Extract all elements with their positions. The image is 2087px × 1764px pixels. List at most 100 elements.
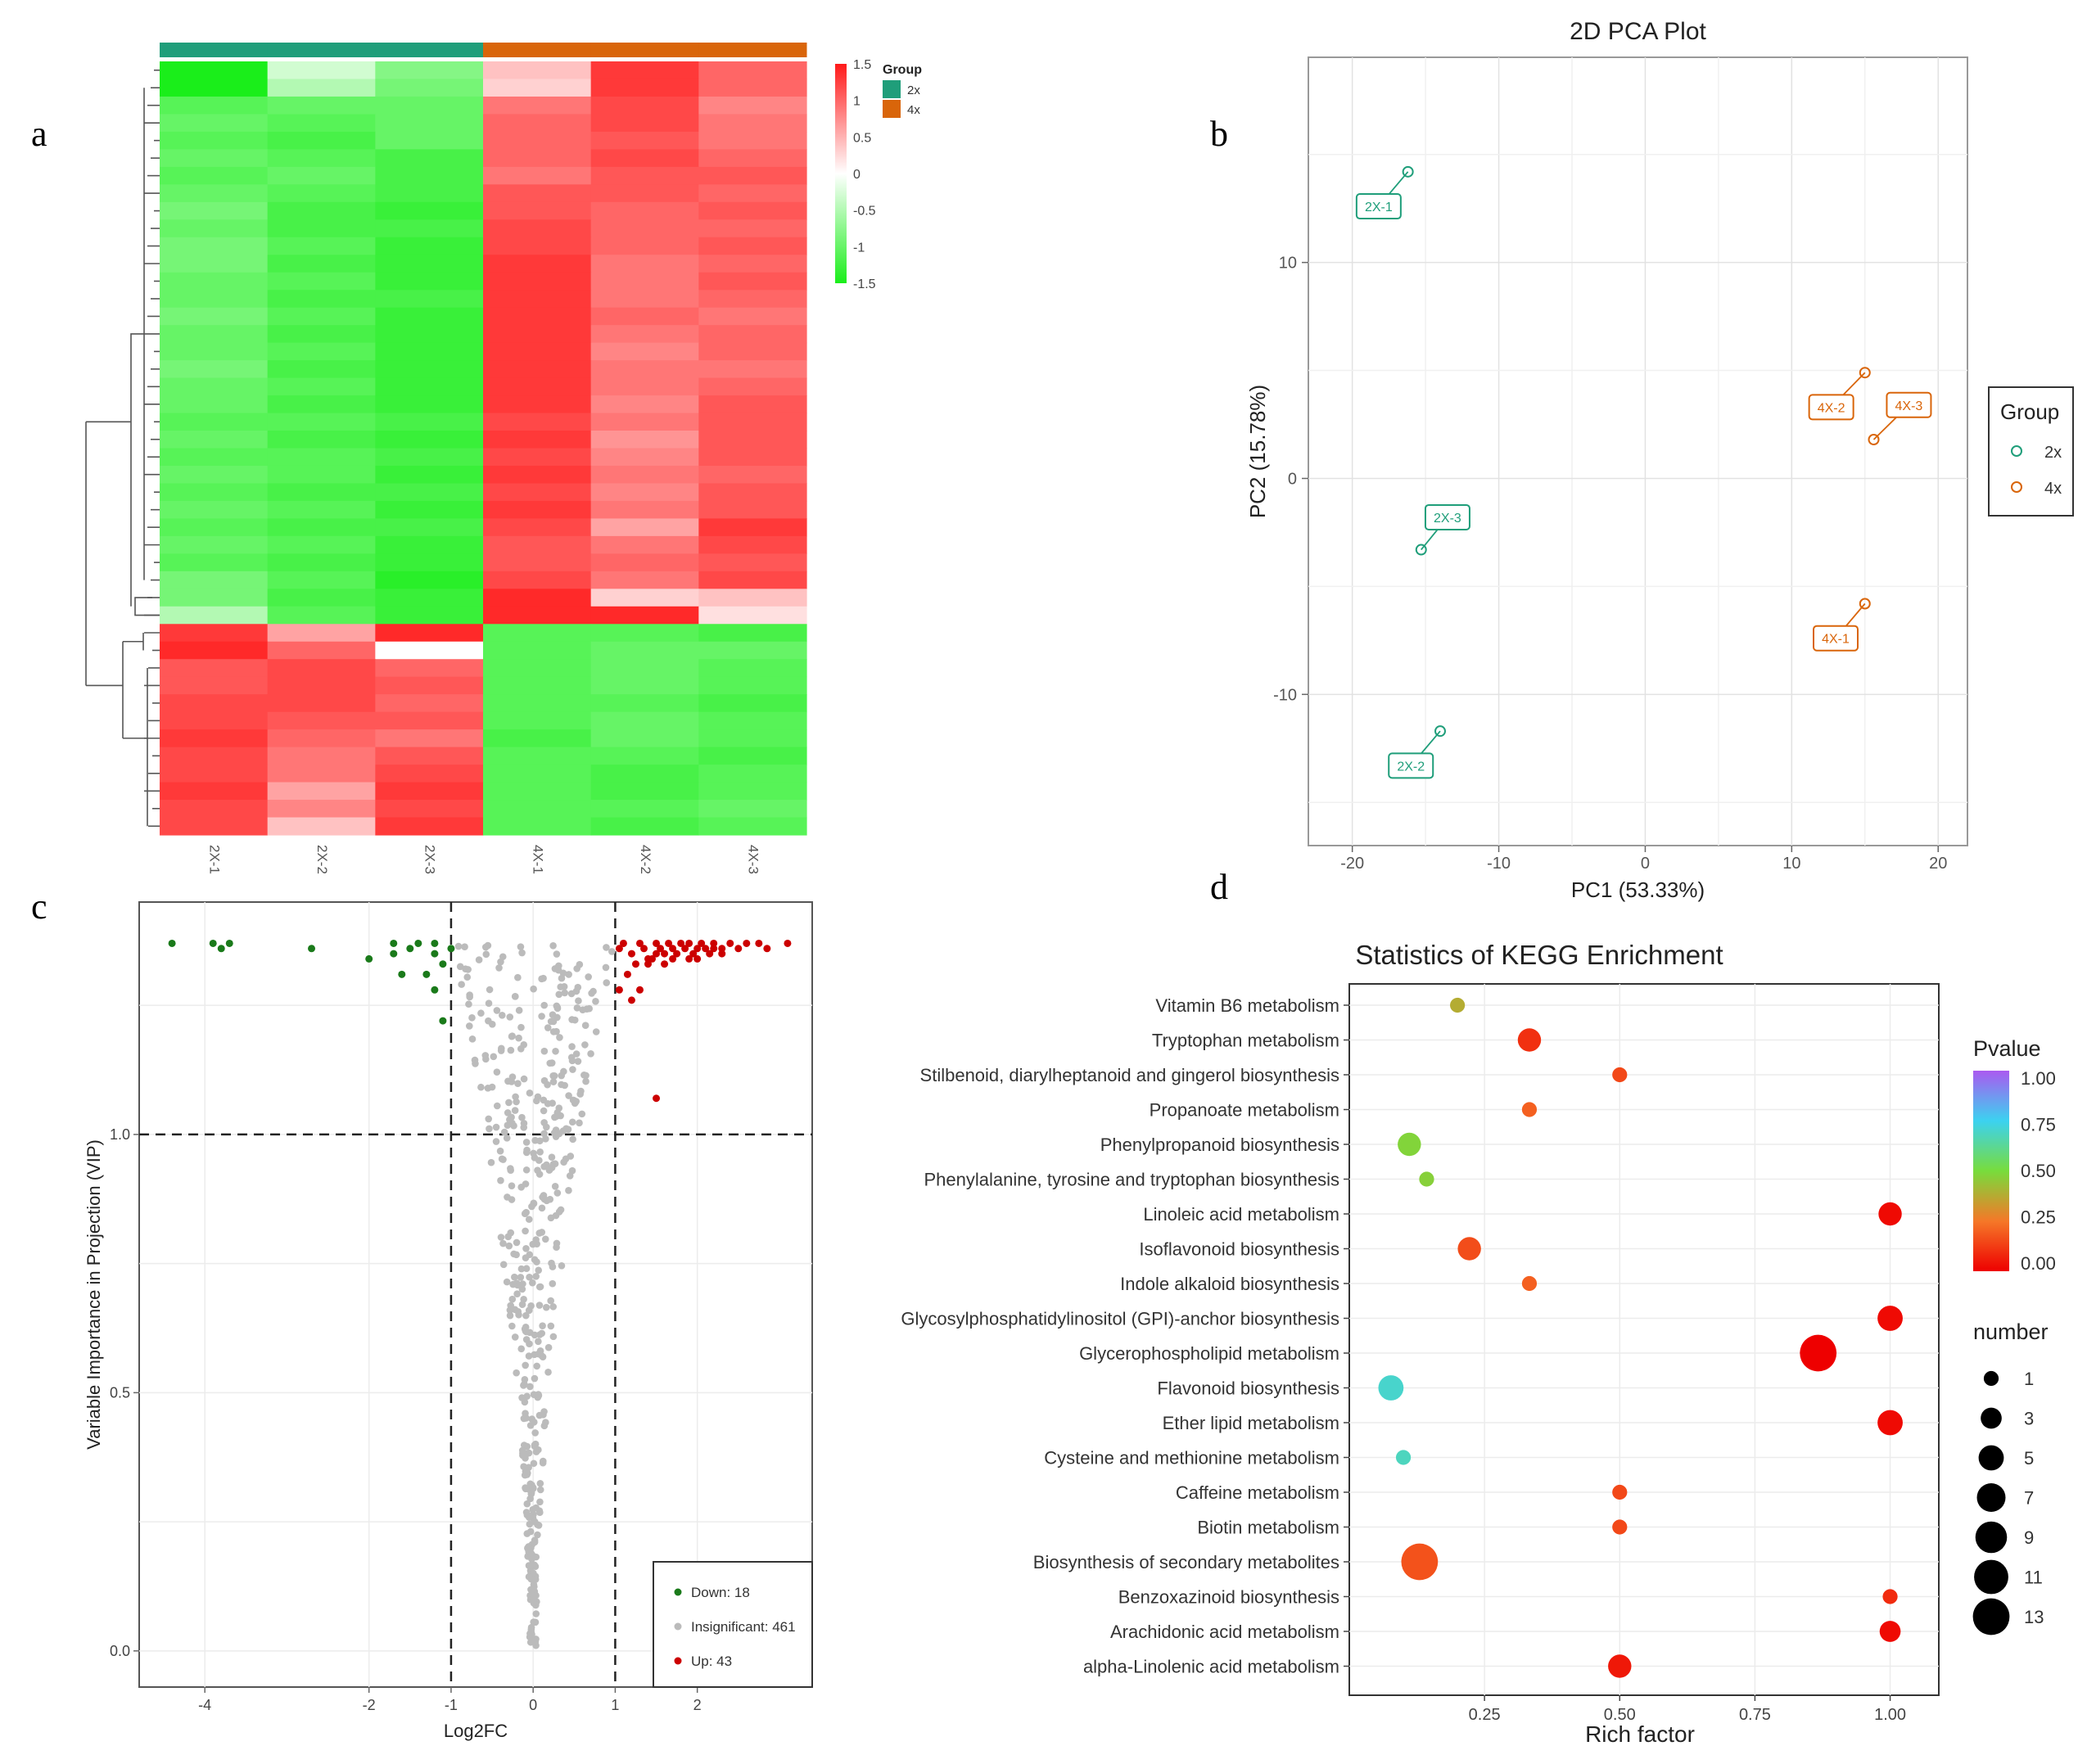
insignificant-point: [523, 1530, 531, 1537]
insignificant-point: [506, 1311, 514, 1320]
insignificant-point: [513, 1098, 520, 1106]
heatmap-cell: [590, 290, 699, 309]
insignificant-point: [532, 1448, 540, 1455]
heat-key-tick: -0.5: [853, 205, 876, 219]
heatmap-cell: [698, 237, 807, 255]
down-point: [439, 1017, 447, 1025]
heatmap-cell: [267, 360, 376, 379]
insignificant-point: [552, 1133, 560, 1140]
insignificant-point: [493, 1007, 501, 1014]
insignificant-point: [546, 1195, 554, 1203]
heatmap-cell: [483, 465, 592, 485]
down-point: [390, 950, 398, 958]
heatmap-cell: [160, 255, 269, 273]
x-tick-label: -1: [445, 1697, 458, 1713]
heatmap-cell: [698, 307, 807, 326]
kegg-bubble: [1450, 997, 1466, 1013]
up-point: [669, 945, 677, 953]
volcano-panel: -4 -2 -1 0 1 2 0.0 0.5 1.0 Log2FC Variable Importa…: [84, 901, 813, 1741]
insignificant-point: [582, 1071, 590, 1080]
insignificant-point: [531, 1518, 539, 1526]
insignificant-point: [534, 1093, 542, 1101]
insignificant-point: [492, 1138, 500, 1145]
heatmap-cell: [267, 500, 376, 520]
kegg-term-label: Benzoxazinoid biosynthesis: [1118, 1587, 1339, 1608]
insignificant-point: [568, 1043, 576, 1050]
heatmap-cell: [698, 765, 807, 783]
heatmap-cell: [375, 431, 484, 449]
insignificant-point: [540, 1193, 548, 1201]
y-tick-label: 1.0: [110, 1126, 130, 1143]
heatmap-cell: [483, 131, 592, 150]
number-legend-dot: [1974, 1559, 2008, 1595]
insignificant-point: [536, 1137, 544, 1145]
insignificant-point: [535, 1229, 544, 1237]
x-tick-label: 0: [1641, 855, 1650, 873]
heatmap-cell: [483, 201, 592, 220]
heatmap-cell: [267, 149, 376, 168]
insignificant-point: [519, 1280, 526, 1288]
heatmap-cell: [375, 553, 484, 572]
pca-point-label: 2X-1: [1365, 201, 1393, 214]
heatmap-cell: [483, 219, 592, 238]
heatmap-cell: [698, 483, 807, 502]
x-tick-label: 0: [529, 1697, 537, 1713]
insignificant-point: [549, 1099, 556, 1107]
insignificant-point: [497, 1176, 504, 1184]
insignificant-point: [464, 966, 472, 973]
heatmap-cell: [590, 272, 699, 291]
insignificant-point: [549, 1333, 558, 1341]
legend-point-4x: [2011, 481, 2022, 493]
legend-label-4x: 4x: [2044, 480, 2062, 498]
insignificant-point: [499, 1261, 508, 1269]
heatmap-cell: [267, 184, 376, 203]
kegg-bubble: [1401, 1543, 1439, 1581]
heatmap-cell: [698, 676, 807, 695]
heatmap-cell: [375, 483, 484, 502]
heatmap-cell: [375, 114, 484, 133]
volcano-ylabel: Variable Importance in Projection (VIP): [84, 1139, 104, 1450]
insignificant-point: [520, 1441, 528, 1449]
heatmap-cell: [375, 448, 484, 467]
heatmap-cell: [160, 711, 269, 730]
heatmap-cell: [160, 500, 269, 520]
kegg-term-label: Linoleic acid metabolism: [1143, 1204, 1339, 1225]
number-legend-dot: [1975, 1521, 2008, 1554]
heatmap-cell: [590, 325, 699, 344]
insignificant-point: [500, 1128, 508, 1136]
kegg-bubble: [1521, 1102, 1538, 1117]
up-point: [685, 939, 693, 947]
insignificant-point: [572, 1098, 580, 1105]
heatmap-cell: [267, 535, 376, 554]
heatmap-cell: [267, 395, 376, 414]
insignificant-point: [531, 1331, 539, 1339]
insignificant-point: [466, 1022, 473, 1030]
kegg-bubble: [1612, 1067, 1628, 1083]
insignificant-point: [544, 1343, 553, 1351]
group-bar-cell: [698, 43, 807, 57]
heatmap-cell: [375, 342, 484, 361]
heatmap-cell: [483, 659, 592, 678]
insignificant-point: [518, 1446, 526, 1455]
insignificant-point: [540, 1408, 548, 1415]
y-tick-label: -10: [1273, 686, 1297, 704]
insignificant-point: [531, 1429, 539, 1437]
insignificant-point: [522, 1484, 529, 1491]
insignificant-point: [555, 1104, 563, 1112]
up-point: [702, 945, 710, 953]
kegg-bubble: [1517, 1028, 1542, 1052]
heatmap-cell: [590, 694, 699, 713]
heatmap-cell: [267, 659, 376, 678]
y-tick-label: 0: [1288, 470, 1297, 488]
insignificant-point: [579, 1006, 586, 1013]
heatmap-cell: [590, 535, 699, 554]
up-point: [726, 939, 734, 947]
heatmap-cell: [160, 131, 269, 150]
kegg-term-label: Arachidonic acid metabolism: [1110, 1622, 1339, 1642]
legend-point: [674, 1657, 682, 1665]
heatmap-cell: [160, 201, 269, 220]
kegg-term-label: Glycerophospholipid metabolism: [1079, 1343, 1339, 1364]
heatmap-cell: [267, 711, 376, 730]
heatmap-cell: [375, 255, 484, 273]
